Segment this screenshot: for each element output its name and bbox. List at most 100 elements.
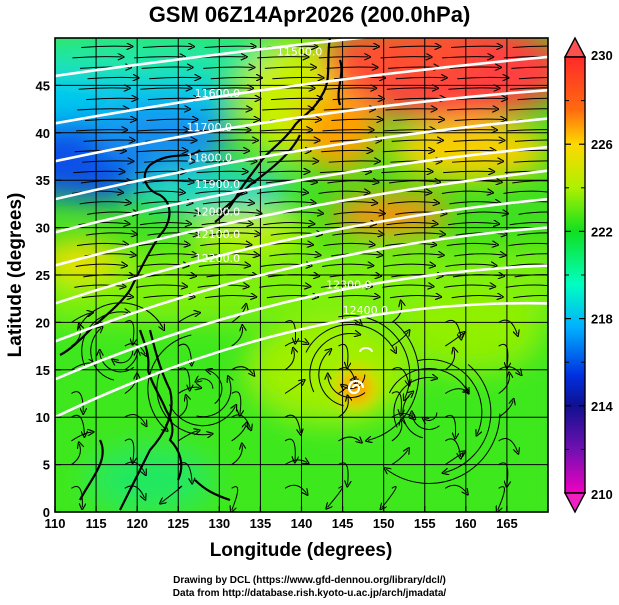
streamline — [196, 171, 246, 172]
streamline — [78, 222, 127, 224]
y-axis-label: Latitude (degrees) — [5, 193, 26, 358]
streamline — [305, 324, 395, 353]
streamline — [391, 332, 409, 347]
streamline — [338, 343, 347, 366]
streamline — [83, 275, 132, 277]
streamline — [445, 414, 455, 436]
streamline — [393, 377, 436, 428]
streamline — [72, 191, 121, 193]
streamline — [321, 150, 370, 151]
streamline — [512, 180, 548, 184]
streamline — [90, 328, 115, 381]
streamline — [513, 294, 548, 299]
credit-drawing: Drawing by DCL (https://www.gfd-dennou.o… — [173, 575, 446, 586]
streamline — [198, 264, 248, 266]
streamline — [200, 243, 249, 245]
streamline — [284, 414, 300, 433]
contour-label: 12400.0 — [343, 304, 389, 317]
streamline — [135, 285, 185, 287]
streamline — [124, 352, 138, 371]
streamline — [141, 67, 191, 68]
y-tick-label: 15 — [36, 363, 50, 378]
streamline — [124, 320, 134, 343]
streamline — [517, 232, 548, 236]
streamline — [71, 414, 84, 435]
streamline — [284, 320, 295, 342]
streamline — [448, 222, 497, 224]
streamline — [332, 233, 381, 235]
streamline — [81, 46, 130, 47]
streamline — [509, 87, 548, 90]
streamline — [514, 139, 548, 142]
streamline — [443, 171, 492, 172]
streamline — [284, 341, 307, 347]
streamline — [209, 98, 258, 99]
streamline — [137, 130, 187, 131]
streamline — [79, 202, 129, 204]
streamline — [518, 211, 548, 215]
streamline — [381, 171, 431, 172]
streamline — [258, 171, 307, 172]
streamline — [331, 119, 380, 120]
streamline — [284, 460, 307, 466]
colorbar-label: 222 — [591, 224, 613, 239]
streamline — [144, 275, 194, 277]
streamline — [322, 264, 371, 266]
y-tick-label: 20 — [36, 315, 50, 330]
streamline — [328, 375, 366, 399]
streamline — [504, 170, 548, 174]
streamline — [503, 190, 548, 194]
colorbar-label: 226 — [591, 137, 613, 152]
streamline — [391, 302, 402, 323]
streamline — [271, 98, 320, 99]
streamline — [322, 130, 372, 131]
x-tick-label: 160 — [455, 516, 477, 531]
streamline — [206, 140, 256, 141]
streamline — [445, 130, 495, 131]
x-tick-label: 155 — [414, 516, 436, 531]
streamline — [147, 233, 197, 235]
streamline — [386, 413, 501, 484]
streamline — [424, 412, 438, 420]
streamline — [231, 424, 247, 442]
streamline — [417, 358, 483, 433]
streamline — [386, 88, 436, 89]
streamline — [391, 367, 409, 384]
contour-label: 11900.0 — [195, 178, 241, 191]
streamline — [256, 191, 306, 193]
streamline — [148, 212, 198, 214]
streamline — [86, 98, 135, 99]
streamline — [136, 150, 185, 151]
streamline — [208, 370, 223, 405]
streamline — [143, 161, 193, 162]
streamline — [74, 285, 123, 287]
streamline — [74, 150, 124, 151]
streamline — [451, 295, 501, 297]
height-contour — [55, 301, 548, 419]
x-tick-label: 110 — [45, 516, 66, 531]
streamline — [445, 452, 463, 466]
height-contour — [55, 145, 548, 234]
streamline — [332, 98, 382, 99]
streamline — [200, 109, 250, 110]
height-contour — [55, 226, 548, 343]
x-tick-label: 115 — [86, 516, 107, 531]
streamline — [514, 274, 548, 278]
streamline — [329, 275, 379, 277]
streamline — [518, 76, 548, 80]
streamline — [133, 191, 183, 193]
streamline — [327, 46, 377, 47]
y-tick-label: 10 — [36, 410, 50, 425]
streamline — [505, 284, 548, 288]
x-tick-label: 165 — [496, 516, 518, 531]
streamline — [327, 181, 376, 183]
streamline — [262, 109, 311, 110]
streamline — [343, 374, 366, 389]
streamline — [71, 391, 83, 412]
streamline — [447, 109, 496, 110]
streamline — [457, 77, 506, 78]
streamline — [309, 334, 359, 393]
streamline — [138, 243, 188, 245]
streamline — [382, 285, 432, 287]
